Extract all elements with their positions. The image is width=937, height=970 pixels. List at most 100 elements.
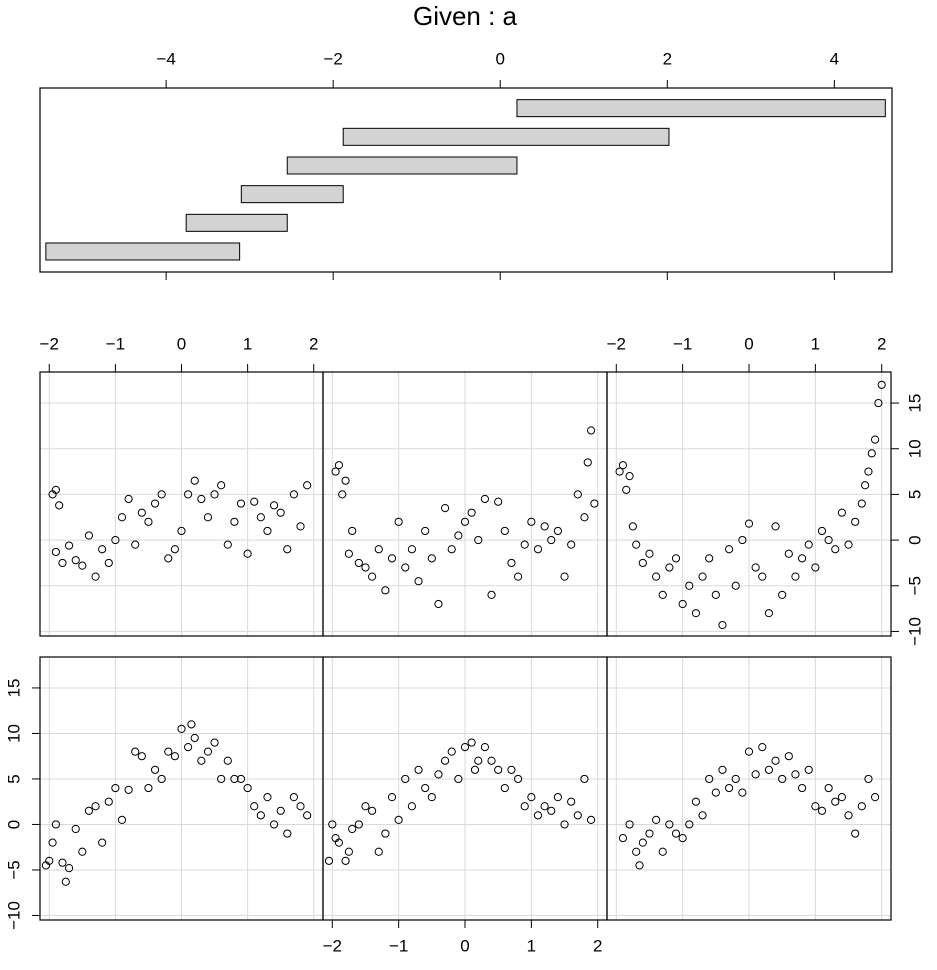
point xyxy=(348,526,357,536)
given-interval xyxy=(45,242,241,261)
y-tick-label: 10 xyxy=(5,724,24,743)
given-tick-label: 0 xyxy=(496,49,505,68)
point xyxy=(354,558,363,568)
point xyxy=(540,522,549,531)
point xyxy=(744,519,754,528)
point xyxy=(467,738,476,747)
point xyxy=(401,563,410,572)
point xyxy=(354,820,363,829)
point xyxy=(283,829,292,838)
x-tick-label: 1 xyxy=(243,334,252,353)
x-tick-label: 1 xyxy=(811,334,820,353)
point xyxy=(553,526,562,536)
point xyxy=(665,563,674,572)
point xyxy=(91,572,100,581)
point xyxy=(618,461,628,470)
point xyxy=(303,811,312,820)
given-tick-label: −2 xyxy=(323,49,342,68)
given-tick-label: 4 xyxy=(830,49,839,68)
point xyxy=(645,829,654,838)
x-tick-label: −2 xyxy=(40,334,59,353)
point xyxy=(177,526,186,536)
point xyxy=(414,577,423,586)
point xyxy=(289,793,299,802)
y-tick-label: 15 xyxy=(905,394,924,413)
point xyxy=(421,526,430,536)
point xyxy=(341,856,350,865)
given-interval xyxy=(240,185,344,204)
point xyxy=(474,535,483,545)
point xyxy=(296,802,305,811)
point xyxy=(652,815,661,824)
point xyxy=(117,513,127,522)
y-tick-label: 0 xyxy=(5,820,24,829)
point xyxy=(269,501,279,510)
point xyxy=(638,558,647,568)
point xyxy=(48,838,57,847)
point xyxy=(480,494,490,504)
point xyxy=(117,815,127,824)
point xyxy=(804,765,813,774)
point xyxy=(678,599,687,609)
point xyxy=(494,497,503,506)
point xyxy=(778,590,787,599)
point xyxy=(507,765,516,774)
point xyxy=(387,793,397,802)
point xyxy=(51,547,60,557)
point xyxy=(560,820,569,829)
point xyxy=(804,540,813,549)
point xyxy=(137,508,146,517)
x-tick-label: −1 xyxy=(106,334,125,353)
point xyxy=(553,793,562,802)
point xyxy=(104,558,113,568)
point xyxy=(751,563,760,572)
given-tick-label: −4 xyxy=(156,49,175,68)
point xyxy=(590,499,599,508)
x-tick-label: 0 xyxy=(177,334,186,353)
point xyxy=(454,774,463,784)
point xyxy=(705,554,714,563)
point xyxy=(303,481,312,490)
point xyxy=(71,556,80,565)
point xyxy=(520,802,529,811)
point xyxy=(586,815,596,824)
point xyxy=(144,517,153,526)
point xyxy=(791,572,800,581)
point xyxy=(256,811,265,820)
x-tick-label: 2 xyxy=(593,937,602,956)
y-tick-label: 10 xyxy=(905,439,924,458)
point xyxy=(440,504,450,513)
point xyxy=(210,738,219,747)
point xyxy=(658,590,667,599)
point xyxy=(738,535,747,545)
point xyxy=(652,572,661,581)
point xyxy=(658,847,667,856)
point xyxy=(751,770,760,779)
point xyxy=(217,481,226,490)
point xyxy=(276,806,285,815)
point xyxy=(685,581,694,590)
point xyxy=(864,467,873,476)
x-tick-label: 2 xyxy=(877,334,886,353)
point xyxy=(184,742,193,752)
point xyxy=(625,472,634,481)
point xyxy=(764,609,774,618)
point xyxy=(210,490,219,499)
y-tick-label: −10 xyxy=(5,901,24,930)
point xyxy=(500,526,509,536)
point xyxy=(870,435,880,444)
point xyxy=(480,742,490,752)
point xyxy=(851,829,860,838)
point xyxy=(864,774,873,784)
point xyxy=(361,802,370,811)
point xyxy=(157,774,166,784)
point xyxy=(877,380,886,389)
point xyxy=(263,793,272,802)
point xyxy=(104,797,113,806)
point xyxy=(513,572,523,581)
point xyxy=(583,458,592,467)
point xyxy=(758,742,767,752)
point xyxy=(190,733,199,743)
point xyxy=(824,535,833,545)
point xyxy=(507,558,516,568)
